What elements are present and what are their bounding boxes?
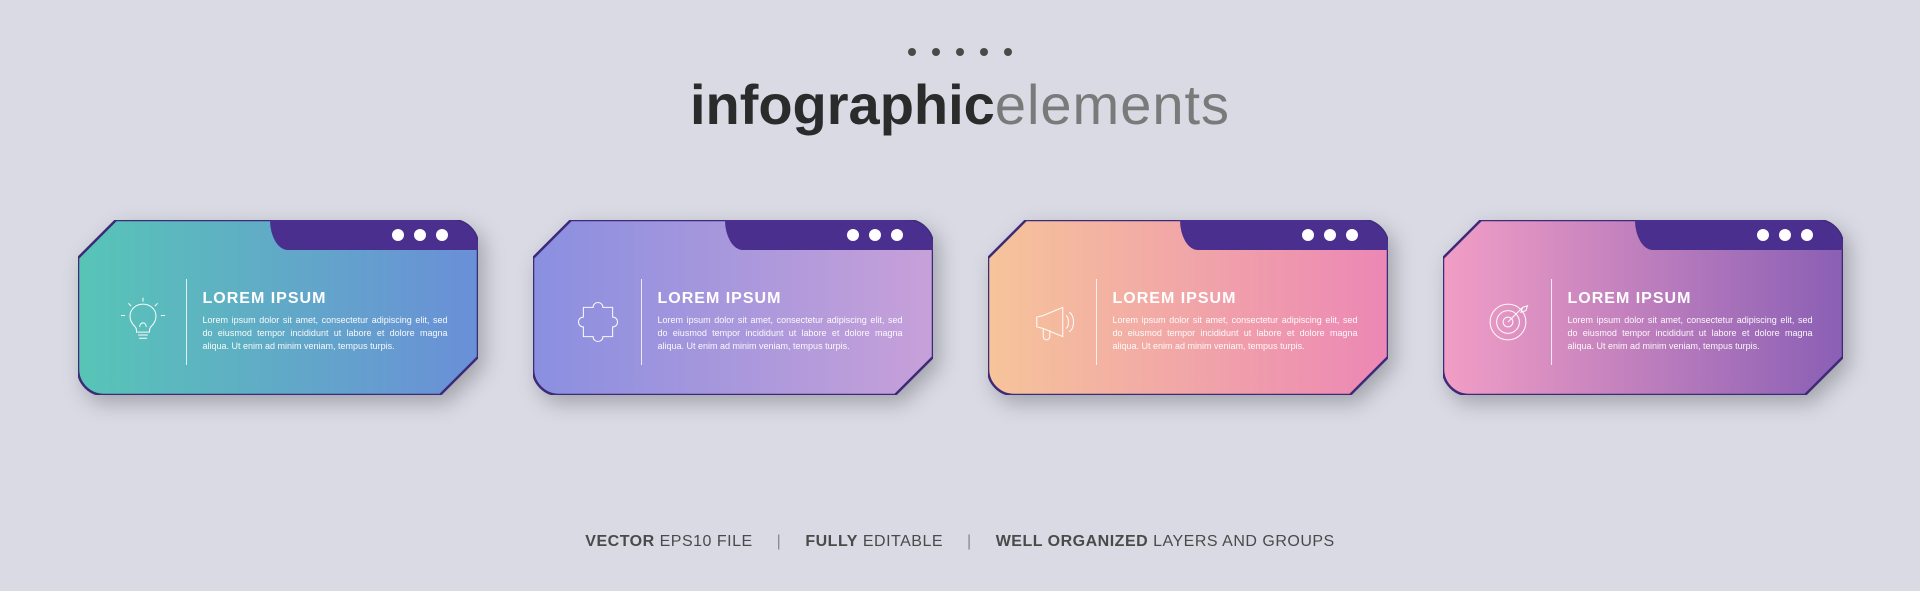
card-divider	[641, 279, 642, 365]
target-icon	[1473, 296, 1543, 348]
puzzle-icon	[563, 296, 633, 348]
info-card: LOREM IPSUM Lorem ipsum dolor sit amet, …	[78, 220, 478, 395]
header-dots	[908, 48, 1012, 56]
infographic-canvas: infographicelements LOREM IPSUM Lorem ip…	[0, 0, 1920, 591]
megaphone-icon	[1018, 296, 1088, 348]
page-title: infographicelements	[690, 72, 1230, 137]
lightbulb-icon	[108, 296, 178, 348]
footer-segment: VECTOR EPS10 FILE	[585, 533, 752, 551]
card-body: Lorem ipsum dolor sit amet, consectetur …	[1568, 314, 1813, 353]
card-content: LOREM IPSUM Lorem ipsum dolor sit amet, …	[1473, 268, 1813, 375]
title-bold: infographic	[690, 73, 995, 136]
card-tab-dots	[1302, 229, 1358, 241]
info-card: LOREM IPSUM Lorem ipsum dolor sit amet, …	[988, 220, 1388, 395]
card-body: Lorem ipsum dolor sit amet, consectetur …	[203, 314, 448, 353]
footer: VECTOR EPS10 FILE | FULLY EDITABLE | WELL OR…	[585, 533, 1334, 551]
card-content: LOREM IPSUM Lorem ipsum dolor sit amet, …	[108, 268, 448, 375]
card-divider	[1096, 279, 1097, 365]
info-card: LOREM IPSUM Lorem ipsum dolor sit amet, …	[1443, 220, 1843, 395]
card-title: LOREM IPSUM	[203, 290, 448, 308]
footer-separator: |	[967, 533, 972, 551]
title-light: elements	[995, 73, 1230, 136]
card-title: LOREM IPSUM	[658, 290, 903, 308]
footer-segment: FULLY EDITABLE	[805, 533, 943, 551]
card-divider	[1551, 279, 1552, 365]
card-body: Lorem ipsum dolor sit amet, consectetur …	[1113, 314, 1358, 353]
card-tab-dots	[847, 229, 903, 241]
info-card: LOREM IPSUM Lorem ipsum dolor sit amet, …	[533, 220, 933, 395]
footer-segment: WELL ORGANIZED LAYERS AND GROUPS	[996, 533, 1335, 551]
card-divider	[186, 279, 187, 365]
card-content: LOREM IPSUM Lorem ipsum dolor sit amet, …	[1018, 268, 1358, 375]
cards-row: LOREM IPSUM Lorem ipsum dolor sit amet, …	[0, 220, 1920, 395]
card-title: LOREM IPSUM	[1568, 290, 1813, 308]
card-tab-dots	[392, 229, 448, 241]
footer-separator: |	[777, 533, 782, 551]
card-body: Lorem ipsum dolor sit amet, consectetur …	[658, 314, 903, 353]
card-content: LOREM IPSUM Lorem ipsum dolor sit amet, …	[563, 268, 903, 375]
card-tab-dots	[1757, 229, 1813, 241]
card-title: LOREM IPSUM	[1113, 290, 1358, 308]
